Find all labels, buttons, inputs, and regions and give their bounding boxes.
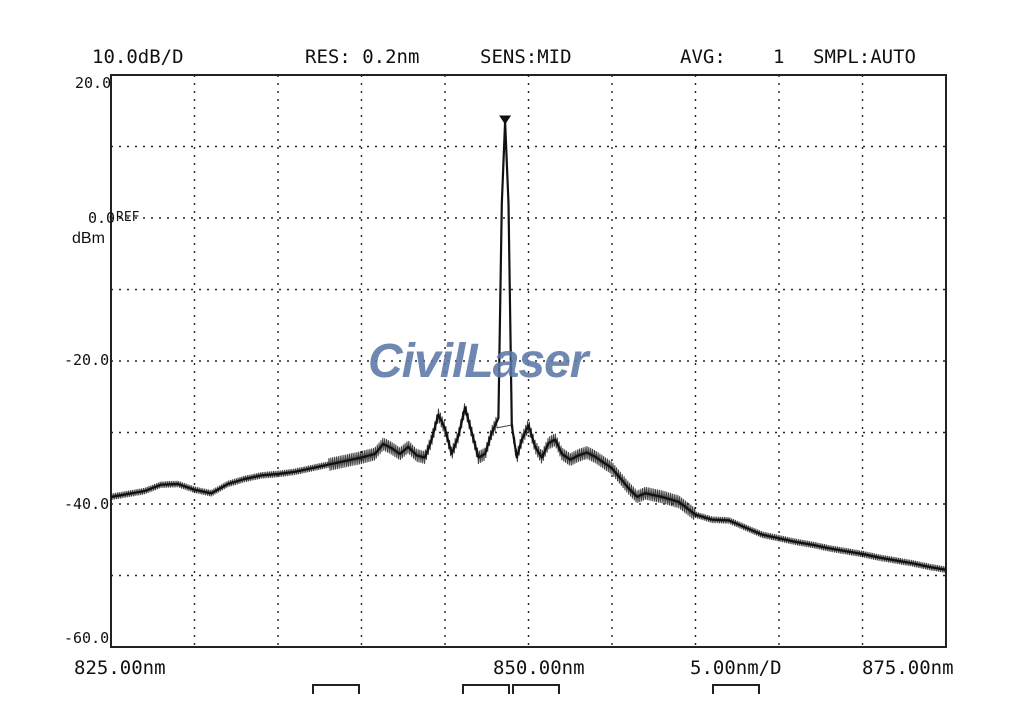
peak-marker xyxy=(499,115,512,125)
y-tick-label: -20.0 xyxy=(64,351,110,369)
avg-value: 1 xyxy=(773,46,785,68)
softkey-box[interactable] xyxy=(712,684,760,694)
resolution-readout: RES: 0.2nm xyxy=(305,46,420,68)
y-tick-label: 0.0 xyxy=(88,209,116,227)
x-start-label: 825.00nm xyxy=(74,657,166,679)
ref-label: REF xyxy=(116,210,140,225)
y-tick-label: -40.0 xyxy=(64,495,110,513)
sampling-readout: SMPL:AUTO xyxy=(813,46,916,68)
spectrum-trace-noise xyxy=(110,403,947,574)
watermark-text: CivilLaser xyxy=(368,335,588,388)
x-stop-label: 875.00nm xyxy=(862,657,954,679)
x-span-label: 5.00nm/D xyxy=(690,657,782,679)
softkey-box[interactable] xyxy=(312,684,360,694)
softkey-box[interactable] xyxy=(512,684,560,694)
avg-label: AVG: xyxy=(680,46,726,68)
watermark-logo: CivilLaser xyxy=(368,334,588,389)
y-tick-label: 20.0 xyxy=(75,74,112,92)
grid xyxy=(111,75,946,647)
y-tick-label: -60.0 xyxy=(64,629,110,647)
y-unit-label: dBm xyxy=(72,230,105,247)
plot-frame xyxy=(110,74,947,648)
sensitivity-readout: SENS:MID xyxy=(480,46,572,68)
x-center-label: 850.00nm xyxy=(493,657,585,679)
scale-readout: 10.0dB/D xyxy=(92,46,184,68)
softkey-box[interactable] xyxy=(462,684,510,694)
